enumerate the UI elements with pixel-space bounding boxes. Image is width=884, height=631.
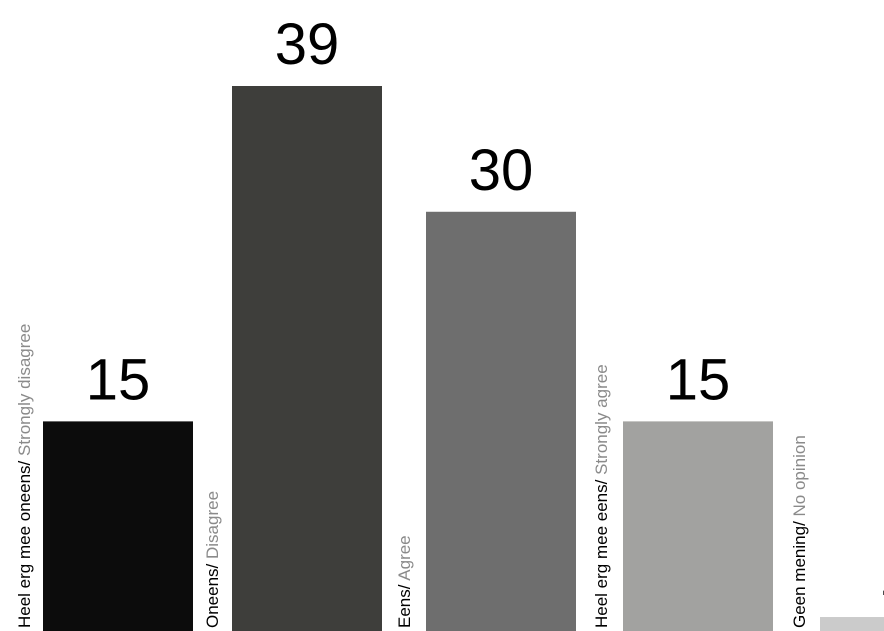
category-label-nl-2: Eens/: [395, 584, 414, 628]
category-label-nl-1: Oneens/: [203, 563, 222, 628]
category-label-4: Geen mening/ No opinion: [790, 435, 809, 628]
category-label-1: Oneens/ Disagree: [203, 491, 222, 628]
category-label-en-4: No opinion: [790, 435, 809, 521]
value-label-0: 15: [86, 347, 151, 412]
category-label-3: Heel erg mee eens/ Strongly agree: [592, 364, 611, 628]
category-label-en-2: Agree: [395, 535, 414, 584]
category-label-nl-3: Heel erg mee eens/: [592, 479, 611, 628]
category-label-nl-0: Heel erg mee oneens/: [15, 460, 34, 628]
bar-1: [232, 86, 382, 631]
value-label-1: 39: [275, 12, 340, 77]
category-label-en-0: Strongly disagree: [15, 324, 34, 461]
value-label-4: 1: [879, 543, 884, 608]
category-label-en-3: Strongly agree: [592, 364, 611, 479]
bar-0: [43, 421, 193, 631]
bar-2: [426, 211, 576, 631]
category-label-en-1: Disagree: [203, 491, 222, 564]
value-label-3: 15: [666, 347, 731, 412]
category-label-nl-4: Geen mening/: [790, 521, 809, 628]
category-label-0: Heel erg mee oneens/ Strongly disagree: [15, 324, 34, 628]
value-label-2: 30: [469, 138, 534, 203]
category-label-2: Eens/ Agree: [395, 535, 414, 628]
bar-3: [623, 421, 773, 631]
bar-4: [820, 617, 884, 631]
